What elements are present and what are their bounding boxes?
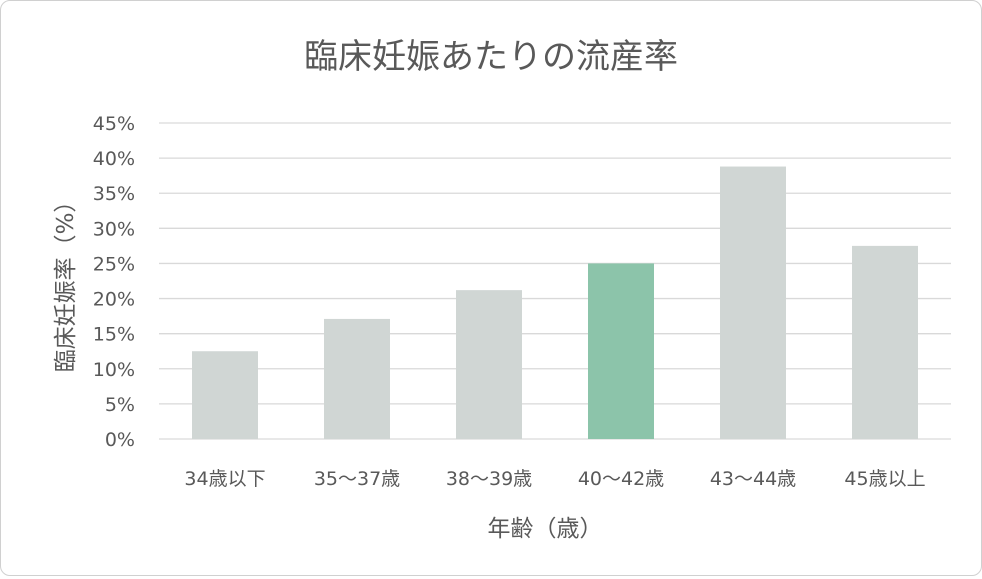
y-tick-label: 40% [93, 148, 135, 170]
y-tick-label: 25% [93, 253, 135, 275]
x-tick-label: 43～44歳 [710, 468, 796, 490]
bar-4 [588, 263, 654, 439]
y-tick-label: 15% [93, 324, 135, 346]
bars [192, 166, 918, 439]
bar-5 [720, 166, 786, 439]
bar-6 [852, 245, 918, 439]
x-tick-label: 35～37歳 [314, 468, 400, 490]
bar-3 [456, 290, 522, 439]
x-tick-label: 45歳以上 [844, 468, 925, 490]
bar-2 [324, 318, 390, 439]
gridlines [159, 122, 951, 440]
x-tick-label: 40～42歳 [578, 468, 664, 490]
bar-1 [192, 351, 258, 439]
y-tick-label: 20% [93, 289, 135, 311]
y-tick-label: 5% [105, 394, 135, 416]
y-tick-label: 35% [93, 183, 135, 205]
y-tick-label: 10% [93, 359, 135, 381]
chart-title: 臨床妊娠あたりの流産率 [304, 37, 678, 77]
y-tick-label: 0% [105, 429, 135, 451]
y-tick-label: 45% [93, 113, 135, 135]
y-axis-label: 臨床妊娠率（%） [53, 190, 79, 373]
y-axis-ticks: 0% 5% 10% 15% 20% 25% 30% 35% 40% 45% [93, 113, 135, 451]
y-tick-label: 30% [93, 218, 135, 240]
x-axis-ticks: 34歳以下 35～37歳 38～39歳 40～42歳 43～44歳 45歳以上 [184, 468, 925, 490]
x-tick-label: 38～39歳 [446, 468, 532, 490]
x-axis-label: 年齢（歳） [488, 516, 603, 542]
x-tick-label: 34歳以下 [184, 468, 265, 490]
